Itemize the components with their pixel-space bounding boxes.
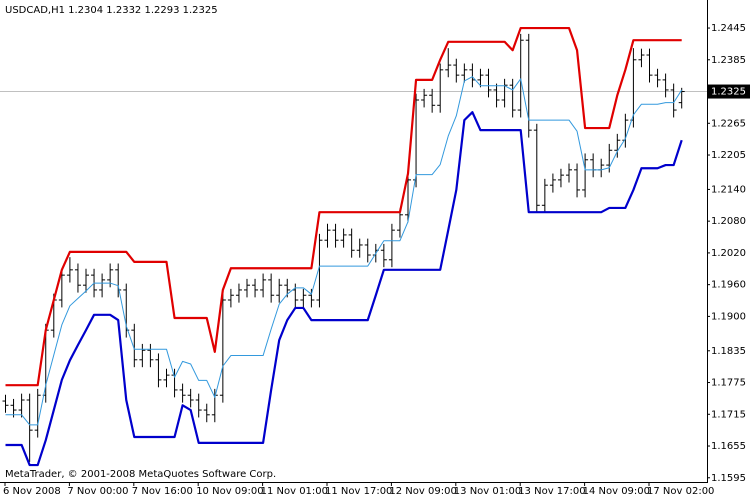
channel-line [5, 76, 683, 426]
x-tick-label: 14 Nov 09:00 [583, 486, 650, 497]
x-tick-label: 11 Nov 01:00 [261, 486, 328, 497]
chart-title: USDCAD,H1 1.2304 1.2332 1.2293 1.2325 [5, 5, 218, 16]
channel-line [5, 111, 683, 467]
y-tick-label: 1.1835 [711, 346, 746, 357]
y-tick-label: 1.2205 [711, 150, 746, 161]
x-tick-label: 7 Nov 16:00 [132, 486, 193, 497]
current-price-label: 1.2325 [711, 87, 746, 98]
y-tick-label: 1.1900 [711, 311, 746, 322]
y-tick-label: 1.2385 [711, 55, 746, 66]
x-tick-label: 12 Nov 09:00 [389, 486, 456, 497]
y-tick-label: 1.1960 [711, 280, 746, 291]
x-tick-label: 13 Nov 17:00 [518, 486, 585, 497]
x-tick-label: 6 Nov 2008 [3, 486, 61, 497]
y-tick-label: 1.1775 [711, 378, 746, 389]
x-tick-label: 10 Nov 09:00 [196, 486, 263, 497]
x-tick-label: 11 Nov 17:00 [325, 486, 392, 497]
channel-line [5, 26, 682, 387]
current-price-box [708, 84, 750, 99]
y-tick-label: 1.1715 [711, 409, 746, 420]
y-tick-label: 1.1595 [711, 473, 746, 484]
y-tick-label: 1.2445 [711, 23, 746, 34]
x-tick-label: 7 Nov 00:00 [67, 486, 128, 497]
y-tick-label: 1.2080 [711, 216, 746, 227]
y-tick-label: 1.1655 [711, 441, 746, 452]
x-tick-label: 17 Nov 02:00 [647, 486, 714, 497]
y-tick-label: 1.2140 [711, 184, 746, 195]
y-tick-label: 1.2020 [711, 248, 746, 259]
copyright: MetaTrader, © 2001-2008 MetaQuotes Softw… [5, 469, 276, 480]
y-tick-label: 1.2265 [711, 118, 746, 129]
x-tick-label: 13 Nov 01:00 [454, 486, 521, 497]
